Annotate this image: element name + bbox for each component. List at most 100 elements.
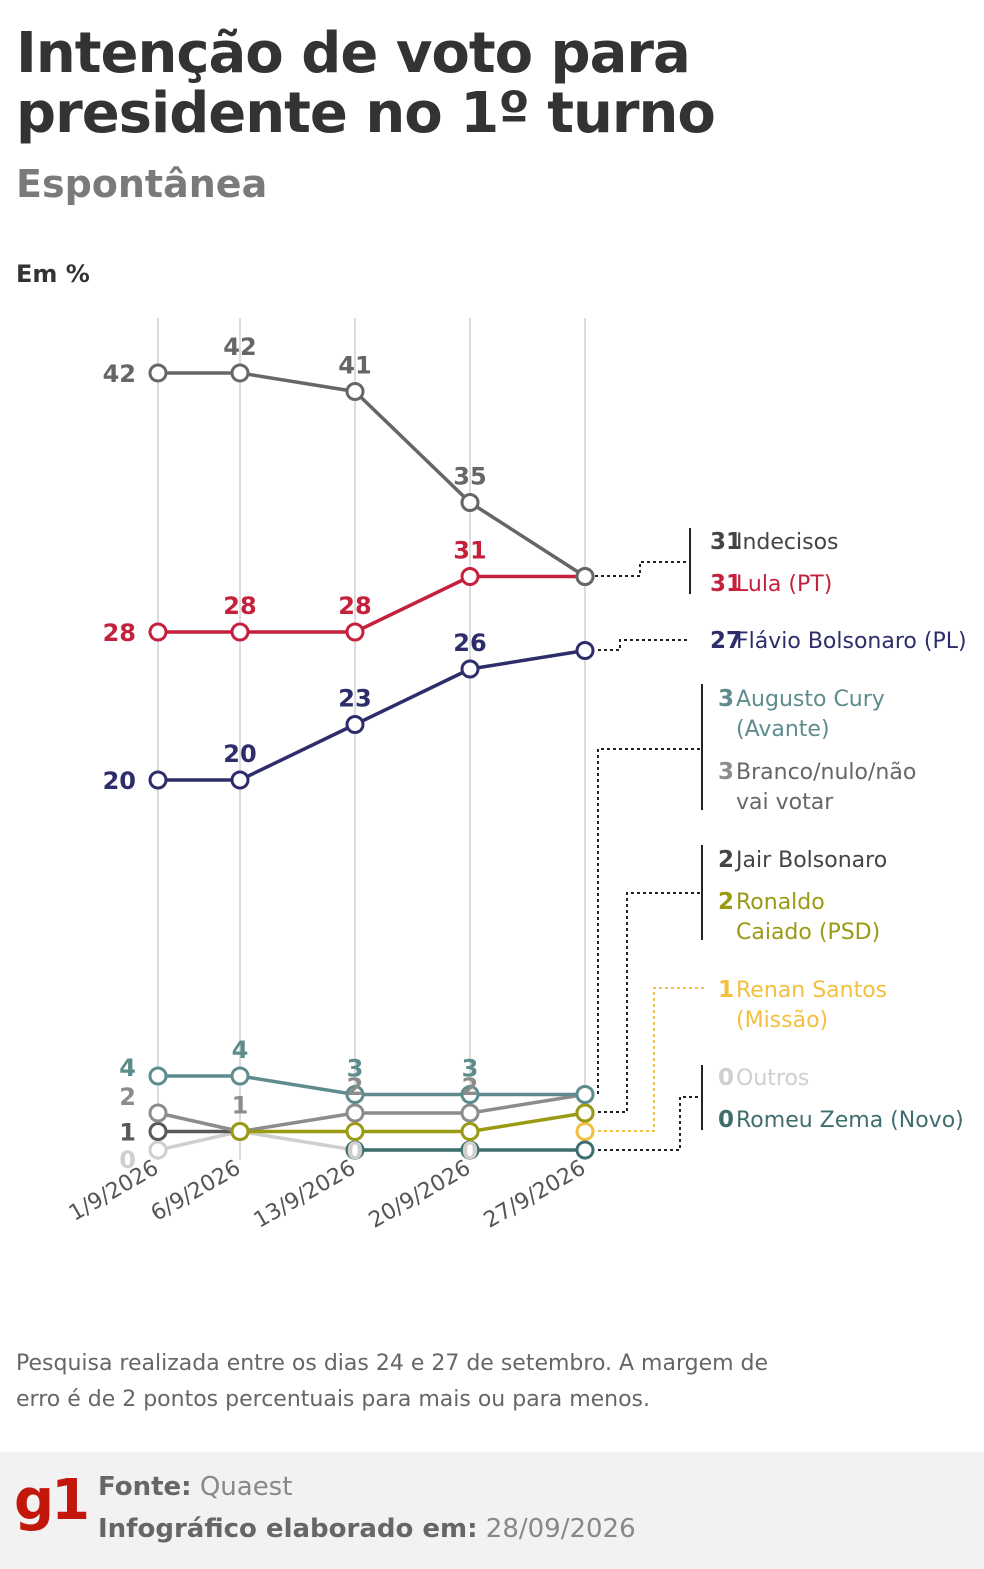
date-line: Infográfico elaborado em: 28/09/2026 (98, 1514, 636, 1544)
data-point-flavio-bolsonaro-pl (460, 659, 480, 679)
x-tick-label: 20/9/2026 (365, 1156, 475, 1234)
data-point-ronaldo-caiado-psd (460, 1122, 480, 1141)
data-point-augusto-cury-avante (460, 1085, 480, 1104)
footer-bar (0, 1452, 984, 1569)
end-value-renan-santos-missao: 1 (718, 977, 734, 1003)
end-label-augusto-cury-avante: Augusto Cury (736, 687, 885, 712)
data-point-ronaldo-caiado-psd (345, 1122, 365, 1141)
end-label-branco-nulo-nao-vai-votar: vai votar (736, 790, 834, 815)
series-line-augusto-cury-avante (239, 1074, 356, 1097)
end-value-romeu-zema-novo: 0 (718, 1107, 734, 1133)
data-label-branco-nulo-nao-vai-votar: 2 (119, 1083, 136, 1111)
data-label-flavio-bolsonaro-pl: 23 (338, 685, 371, 713)
data-label-jair-bolsonaro: 1 (119, 1119, 136, 1147)
data-point-lula-pt (460, 567, 480, 586)
data-label-branco-nulo-nao-vai-votar: 2 (462, 1073, 479, 1101)
data-point-romeu-zema-novo (345, 1140, 365, 1160)
data-label-indecisos: 35 (453, 463, 486, 491)
data-point-lula-pt (148, 622, 168, 642)
connector-renan (598, 987, 705, 1132)
data-label-lula-pt: 31 (453, 537, 486, 565)
series-line-indecisos (469, 501, 586, 578)
end-value-branco-nulo-nao-vai-votar: 3 (718, 759, 734, 785)
end-label-ronaldo-caiado-psd: Caiado (PSD) (736, 920, 880, 945)
data-point-romeu-zema-novo (460, 1140, 480, 1160)
data-label-lula-pt: 28 (103, 619, 136, 647)
series-line-lula-pt (354, 574, 471, 634)
data-label-indecisos: 42 (223, 333, 256, 361)
data-point-lula-pt (230, 622, 250, 642)
series-line-indecisos (239, 371, 356, 394)
end-value-outros: 0 (718, 1065, 734, 1091)
connector-outros-zema (598, 1096, 700, 1151)
series-line-branco-nulo-nao-vai-votar (469, 1092, 586, 1115)
date-label: Infográfico elaborado em: (98, 1514, 478, 1544)
data-point-indecisos (460, 493, 480, 512)
end-label-indecisos: Indecisos (736, 530, 839, 555)
data-label-augusto-cury-avante: 3 (462, 1055, 479, 1083)
end-label-ronaldo-caiado-psd: Ronaldo (736, 890, 825, 915)
connector-flavio (598, 639, 688, 651)
data-label-flavio-bolsonaro-pl: 20 (223, 740, 256, 768)
series-line-branco-nulo-nao-vai-votar (157, 1111, 241, 1134)
series-line-flavio-bolsonaro-pl (469, 648, 586, 671)
data-point-branco-nulo-nao-vai-votar (148, 1103, 168, 1123)
g1-logo: g1 (14, 1468, 90, 1533)
series-line-indecisos (353, 390, 472, 504)
data-label-augusto-cury-avante: 3 (347, 1055, 364, 1083)
data-point-flavio-bolsonaro-pl (575, 641, 595, 660)
end-label-lula-pt: Lula (PT) (736, 572, 832, 597)
series-line-flavio-bolsonaro-pl (239, 722, 356, 782)
chart-title: Intenção de voto para presidente no 1º t… (16, 21, 716, 146)
connector-indecisos-lula (595, 561, 688, 577)
data-label-lula-pt: 28 (338, 592, 371, 620)
end-label-augusto-cury-avante: (Avante) (736, 717, 830, 742)
x-tick-label: 6/9/2026 (147, 1156, 245, 1227)
data-point-indecisos (148, 363, 168, 383)
source-label: Fonte: (98, 1472, 192, 1502)
end-value-flavio-bolsonaro-pl: 27 (710, 628, 742, 654)
data-point-lula-pt (345, 622, 365, 642)
data-point-romeu-zema-novo (575, 1140, 595, 1160)
series-line-flavio-bolsonaro-pl (354, 667, 471, 727)
data-label-indecisos: 41 (338, 352, 371, 380)
end-value-lula-pt: 31 (710, 571, 742, 597)
end-label-flavio-bolsonaro-pl: Flávio Bolsonaro (PL) (736, 629, 967, 654)
connector-jair-caiado (598, 892, 700, 1113)
end-value-augusto-cury-avante: 3 (718, 686, 734, 712)
data-point-augusto-cury-avante (148, 1066, 168, 1086)
series-line-outros (157, 1129, 241, 1152)
x-tick-label: 13/9/2026 (250, 1156, 360, 1234)
data-point-jair-bolsonaro (148, 1122, 168, 1141)
data-label-flavio-bolsonaro-pl: 26 (453, 629, 486, 657)
series-line-ronaldo-caiado-psd (469, 1111, 586, 1134)
data-label-outros: 0 (462, 1137, 479, 1165)
data-point-ronaldo-caiado-psd (575, 1103, 595, 1123)
connector-cury-branco (597, 748, 700, 1094)
chart-subtitle: Espontânea (16, 162, 268, 206)
data-point-branco-nulo-nao-vai-votar (345, 1103, 365, 1123)
end-label-outros: Outros (736, 1066, 809, 1091)
data-label-outros: 0 (119, 1146, 136, 1174)
source-value: Quaest (199, 1472, 293, 1502)
data-point-flavio-bolsonaro-pl (230, 770, 250, 790)
data-point-outros (148, 1140, 168, 1160)
x-tick-label: 1/9/2026 (65, 1156, 163, 1227)
data-point-branco-nulo-nao-vai-votar (460, 1103, 480, 1123)
data-point-indecisos (230, 363, 250, 383)
end-label-romeu-zema-novo: Romeu Zema (Novo) (736, 1108, 964, 1133)
end-label-renan-santos-missao: (Missão) (736, 1008, 828, 1033)
series-line-outros (239, 1129, 356, 1152)
data-point-indecisos (345, 382, 365, 401)
data-label-augusto-cury-avante: 4 (232, 1036, 249, 1064)
source-line: Fonte: Quaest (98, 1472, 292, 1502)
data-point-augusto-cury-avante (345, 1085, 365, 1104)
data-point-flavio-bolsonaro-pl (148, 770, 168, 790)
data-label-flavio-bolsonaro-pl: 20 (103, 767, 136, 795)
series-line-branco-nulo-nao-vai-votar (239, 1111, 356, 1134)
end-value-jair-bolsonaro: 2 (718, 847, 734, 873)
data-point-renan-santos-missao (575, 1122, 595, 1141)
data-label-branco-nulo-nao-vai-votar: 1 (232, 1092, 249, 1120)
data-label-indecisos: 42 (103, 360, 136, 388)
